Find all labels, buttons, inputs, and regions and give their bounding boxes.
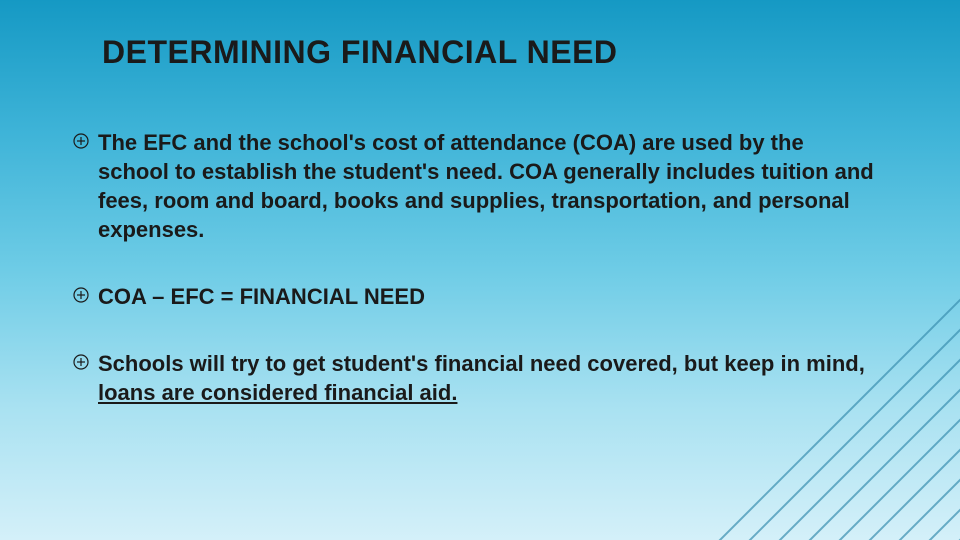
circled-plus-icon: [72, 353, 90, 371]
list-item: Schools will try to get student's financ…: [72, 349, 880, 407]
bullet-list: The EFC and the school's cost of attenda…: [72, 128, 880, 445]
list-item-text: COA – EFC = FINANCIAL NEED: [98, 282, 425, 311]
slide: DETERMINING FINANCIAL NEED The EFC and t…: [0, 0, 960, 540]
list-item: COA – EFC = FINANCIAL NEED: [72, 282, 880, 311]
slide-title: DETERMINING FINANCIAL NEED: [102, 34, 618, 71]
text-plain: Schools will try to get student's financ…: [98, 351, 865, 376]
circled-plus-icon: [72, 286, 90, 304]
list-item-text: The EFC and the school's cost of attenda…: [98, 128, 880, 244]
list-item-text: Schools will try to get student's financ…: [98, 349, 880, 407]
list-item: The EFC and the school's cost of attenda…: [72, 128, 880, 244]
text-underlined: loans are considered financial aid.: [98, 380, 457, 405]
circled-plus-icon: [72, 132, 90, 150]
